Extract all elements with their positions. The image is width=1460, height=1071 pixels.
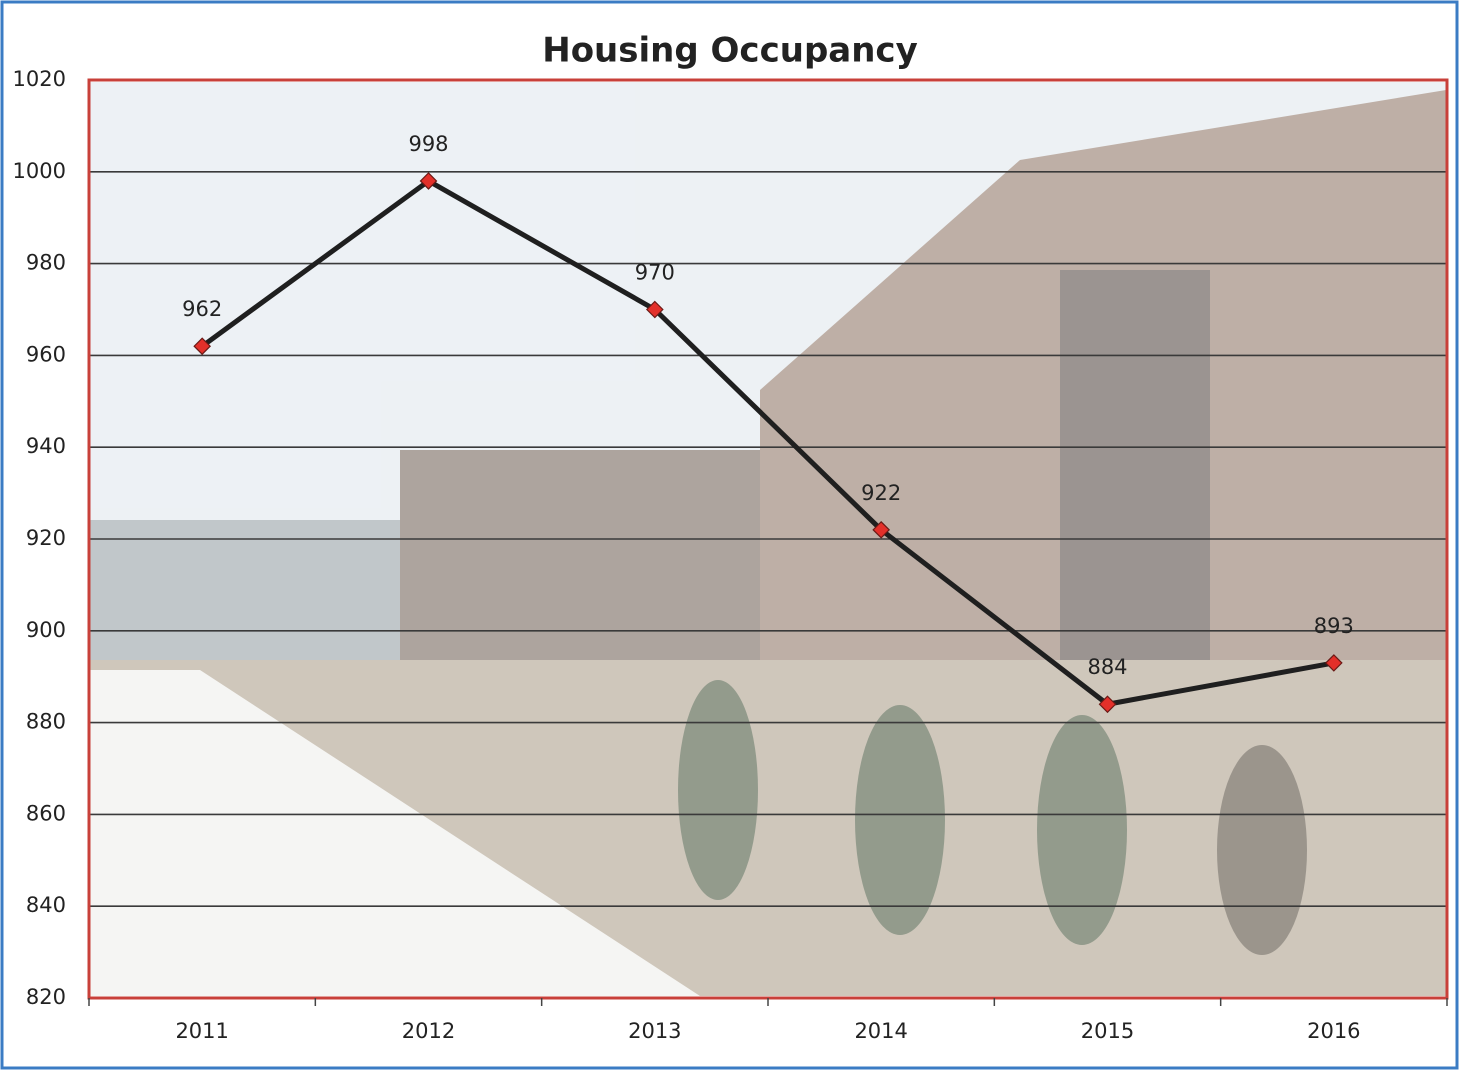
shrub: [1037, 715, 1127, 945]
x-tick-label: 2013: [628, 1019, 681, 1043]
y-tick-label: 960: [26, 342, 66, 366]
data-label: 962: [182, 297, 222, 321]
y-tick-label: 900: [26, 618, 66, 642]
hills: [90, 520, 440, 660]
x-tick-label: 2011: [175, 1019, 228, 1043]
x-tick-label: 2012: [402, 1019, 455, 1043]
chart-title: Housing Occupancy: [542, 31, 918, 71]
y-tick-label: 880: [26, 710, 66, 734]
data-label: 884: [1087, 655, 1127, 679]
y-tick-label: 940: [26, 434, 66, 458]
building-shadow: [1060, 270, 1210, 700]
data-label: 893: [1314, 614, 1354, 638]
chart: Housing Occupancy 962 998 970 922 884 893 820…: [0, 0, 1460, 1071]
x-tick-label: 2015: [1081, 1019, 1134, 1043]
y-tick-label: 920: [26, 526, 66, 550]
y-tick-label: 840: [26, 893, 66, 917]
data-label: 998: [408, 132, 448, 156]
shrub: [855, 705, 945, 935]
shrub: [678, 680, 758, 900]
y-tick-label: 1000: [13, 159, 66, 183]
x-tick-label: 2014: [854, 1019, 907, 1043]
building: [400, 450, 760, 680]
y-tick-label: 860: [26, 801, 66, 825]
data-label: 922: [861, 481, 901, 505]
y-tick-label: 1020: [13, 67, 66, 91]
shrub: [1217, 745, 1307, 955]
x-tick-label: 2016: [1307, 1019, 1360, 1043]
data-label: 970: [635, 261, 675, 285]
y-tick-label: 980: [26, 251, 66, 275]
y-tick-label: 820: [26, 985, 66, 1009]
